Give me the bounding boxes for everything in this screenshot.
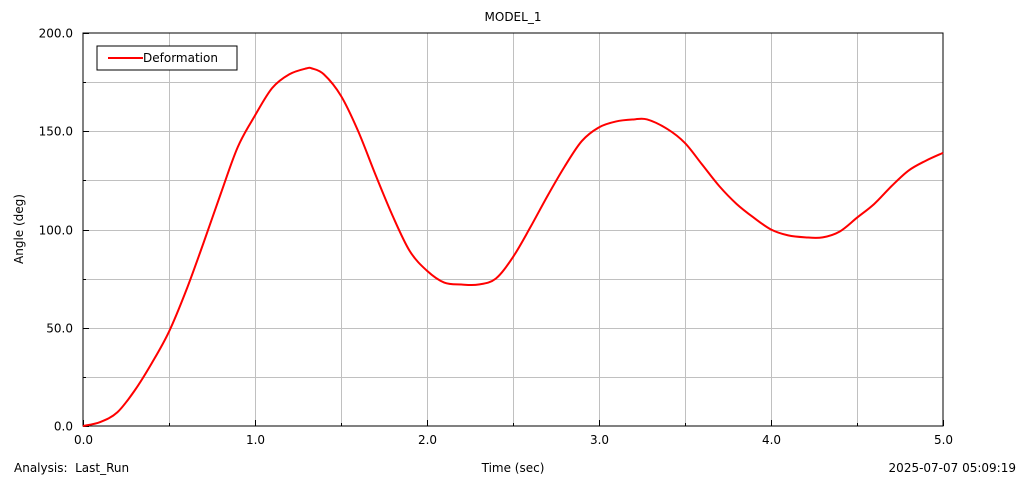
- x-axis-label: Time (sec): [481, 461, 545, 475]
- x-tick-label: 0.0: [74, 433, 93, 447]
- analysis-label: Analysis: Last_Run: [14, 461, 129, 475]
- y-axis-label: Angle (deg): [12, 194, 26, 264]
- y-tick-label: 0.0: [54, 420, 73, 434]
- y-tick-label: 150.0: [39, 125, 73, 139]
- x-tick-label: 3.0: [590, 433, 609, 447]
- grid-layer: [83, 33, 943, 426]
- tick-layer: 0.0 1.0 2.0 3.0 4.0 5.0 0.0 50.0 100.0 150.0 200.0: [39, 27, 953, 448]
- legend: Deformation: [96, 45, 238, 71]
- series-line-deformation: [82, 66, 944, 427]
- x-tick-label: 1.0: [246, 433, 265, 447]
- chart-title: MODEL_1: [485, 10, 542, 24]
- x-tick-label: 2.0: [418, 433, 437, 447]
- y-tick-label: 100.0: [39, 224, 73, 238]
- x-tick-label: 4.0: [762, 433, 781, 447]
- series-layer: [82, 66, 944, 427]
- y-tick-label: 200.0: [39, 27, 73, 41]
- x-tick-label: 5.0: [934, 433, 953, 447]
- legend-label-deformation: Deformation: [143, 51, 218, 65]
- y-tick-label: 50.0: [46, 322, 73, 336]
- timestamp: 2025-07-07 05:09:19: [889, 461, 1016, 475]
